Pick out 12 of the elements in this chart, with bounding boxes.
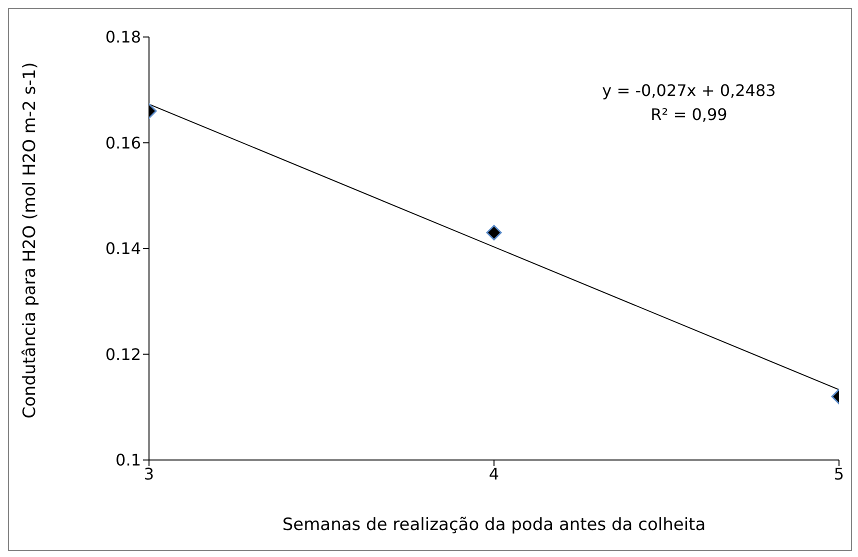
y-tick-label: 0.1 xyxy=(116,450,141,470)
y-tick-label: 0.14 xyxy=(105,239,141,258)
x-tick-label: 3 xyxy=(144,464,154,484)
x-tick-label: 5 xyxy=(834,464,844,484)
y-tick-label: 0.18 xyxy=(105,28,141,47)
annotation: R² = 0,99 xyxy=(650,105,728,124)
x-axis-title: Semanas de realização da poda antes da colheita xyxy=(282,515,706,535)
annotation: y = -0,027x + 0,2483 xyxy=(601,81,777,100)
y-axis-title: Condutância para H2O (mol H2O m-2 s-1) xyxy=(20,62,40,418)
y-tick-label: 0.12 xyxy=(105,344,141,364)
y-tick-label: 0.16 xyxy=(105,133,141,152)
x-tick-label: 4 xyxy=(488,464,500,484)
